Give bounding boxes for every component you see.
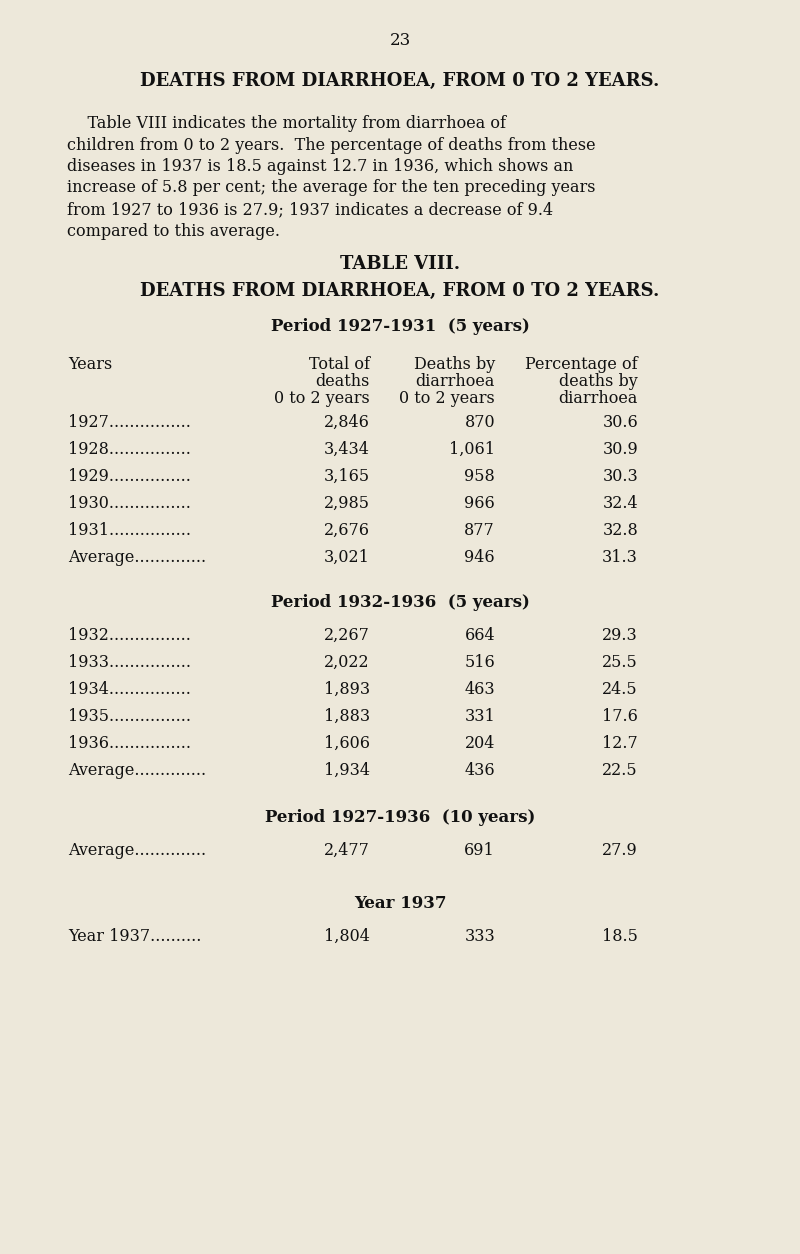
Text: 2,846: 2,846 — [324, 414, 370, 431]
Text: 1,061: 1,061 — [449, 441, 495, 458]
Text: 24.5: 24.5 — [602, 681, 638, 698]
Text: increase of 5.8 per cent; the average for the ten preceding years: increase of 5.8 per cent; the average fo… — [67, 179, 595, 197]
Text: Year 1937..........: Year 1937.......... — [68, 928, 202, 946]
Text: 1,883: 1,883 — [324, 709, 370, 725]
Text: 1,606: 1,606 — [324, 735, 370, 752]
Text: 22.5: 22.5 — [602, 762, 638, 779]
Text: 1,804: 1,804 — [324, 928, 370, 946]
Text: 3,165: 3,165 — [324, 468, 370, 485]
Text: Period 1927-1931  (5 years): Period 1927-1931 (5 years) — [270, 319, 530, 335]
Text: 1934................: 1934................ — [68, 681, 191, 698]
Text: 870: 870 — [464, 414, 495, 431]
Text: 691: 691 — [464, 841, 495, 859]
Text: 877: 877 — [464, 522, 495, 539]
Text: 23: 23 — [390, 33, 410, 49]
Text: Percentage of: Percentage of — [526, 356, 638, 372]
Text: 1931................: 1931................ — [68, 522, 191, 539]
Text: 1935................: 1935................ — [68, 709, 191, 725]
Text: diarrhoea: diarrhoea — [416, 372, 495, 390]
Text: 32.8: 32.8 — [602, 522, 638, 539]
Text: 958: 958 — [464, 468, 495, 485]
Text: 12.7: 12.7 — [602, 735, 638, 752]
Text: Deaths by: Deaths by — [414, 356, 495, 372]
Text: 31.3: 31.3 — [602, 549, 638, 566]
Text: 2,985: 2,985 — [324, 495, 370, 512]
Text: Period 1927-1936  (10 years): Period 1927-1936 (10 years) — [265, 809, 535, 826]
Text: 3,434: 3,434 — [324, 441, 370, 458]
Text: diarrhoea: diarrhoea — [558, 390, 638, 408]
Text: deaths by: deaths by — [559, 372, 638, 390]
Text: Average..............: Average.............. — [68, 841, 206, 859]
Text: 1927................: 1927................ — [68, 414, 191, 431]
Text: 2,022: 2,022 — [324, 655, 370, 671]
Text: 1,934: 1,934 — [324, 762, 370, 779]
Text: 0 to 2 years: 0 to 2 years — [274, 390, 370, 408]
Text: 1928................: 1928................ — [68, 441, 191, 458]
Text: 1933................: 1933................ — [68, 655, 191, 671]
Text: 0 to 2 years: 0 to 2 years — [399, 390, 495, 408]
Text: Table VIII indicates the mortality from diarrhoea of: Table VIII indicates the mortality from … — [67, 115, 506, 132]
Text: 1936................: 1936................ — [68, 735, 191, 752]
Text: 436: 436 — [464, 762, 495, 779]
Text: Total of: Total of — [309, 356, 370, 372]
Text: 333: 333 — [464, 928, 495, 946]
Text: Average..............: Average.............. — [68, 762, 206, 779]
Text: 1932................: 1932................ — [68, 627, 191, 645]
Text: DEATHS FROM DIARRHOEA, FROM 0 TO 2 YEARS.: DEATHS FROM DIARRHOEA, FROM 0 TO 2 YEARS… — [140, 282, 660, 300]
Text: 25.5: 25.5 — [602, 655, 638, 671]
Text: Years: Years — [68, 356, 112, 372]
Text: 2,477: 2,477 — [324, 841, 370, 859]
Text: Average..............: Average.............. — [68, 549, 206, 566]
Text: Period 1932-1936  (5 years): Period 1932-1936 (5 years) — [270, 594, 530, 611]
Text: Year 1937: Year 1937 — [354, 895, 446, 912]
Text: 516: 516 — [464, 655, 495, 671]
Text: 204: 204 — [465, 735, 495, 752]
Text: 1930................: 1930................ — [68, 495, 191, 512]
Text: 30.3: 30.3 — [602, 468, 638, 485]
Text: 18.5: 18.5 — [602, 928, 638, 946]
Text: 2,267: 2,267 — [324, 627, 370, 645]
Text: from 1927 to 1936 is 27.9; 1937 indicates a decrease of 9.4: from 1927 to 1936 is 27.9; 1937 indicate… — [67, 201, 553, 218]
Text: diseases in 1937 is 18.5 against 12.7 in 1936, which shows an: diseases in 1937 is 18.5 against 12.7 in… — [67, 158, 574, 176]
Text: DEATHS FROM DIARRHOEA, FROM 0 TO 2 YEARS.: DEATHS FROM DIARRHOEA, FROM 0 TO 2 YEARS… — [140, 71, 660, 90]
Text: 30.9: 30.9 — [602, 441, 638, 458]
Text: 29.3: 29.3 — [602, 627, 638, 645]
Text: 664: 664 — [464, 627, 495, 645]
Text: 17.6: 17.6 — [602, 709, 638, 725]
Text: deaths: deaths — [316, 372, 370, 390]
Text: 1,893: 1,893 — [324, 681, 370, 698]
Text: compared to this average.: compared to this average. — [67, 222, 280, 240]
Text: children from 0 to 2 years.  The percentage of deaths from these: children from 0 to 2 years. The percenta… — [67, 137, 596, 153]
Text: 27.9: 27.9 — [602, 841, 638, 859]
Text: 2,676: 2,676 — [324, 522, 370, 539]
Text: 1929................: 1929................ — [68, 468, 191, 485]
Text: 946: 946 — [464, 549, 495, 566]
Text: 463: 463 — [464, 681, 495, 698]
Text: TABLE VIII.: TABLE VIII. — [340, 255, 460, 273]
Text: 3,021: 3,021 — [324, 549, 370, 566]
Text: 30.6: 30.6 — [602, 414, 638, 431]
Text: 331: 331 — [464, 709, 495, 725]
Text: 32.4: 32.4 — [602, 495, 638, 512]
Text: 966: 966 — [464, 495, 495, 512]
